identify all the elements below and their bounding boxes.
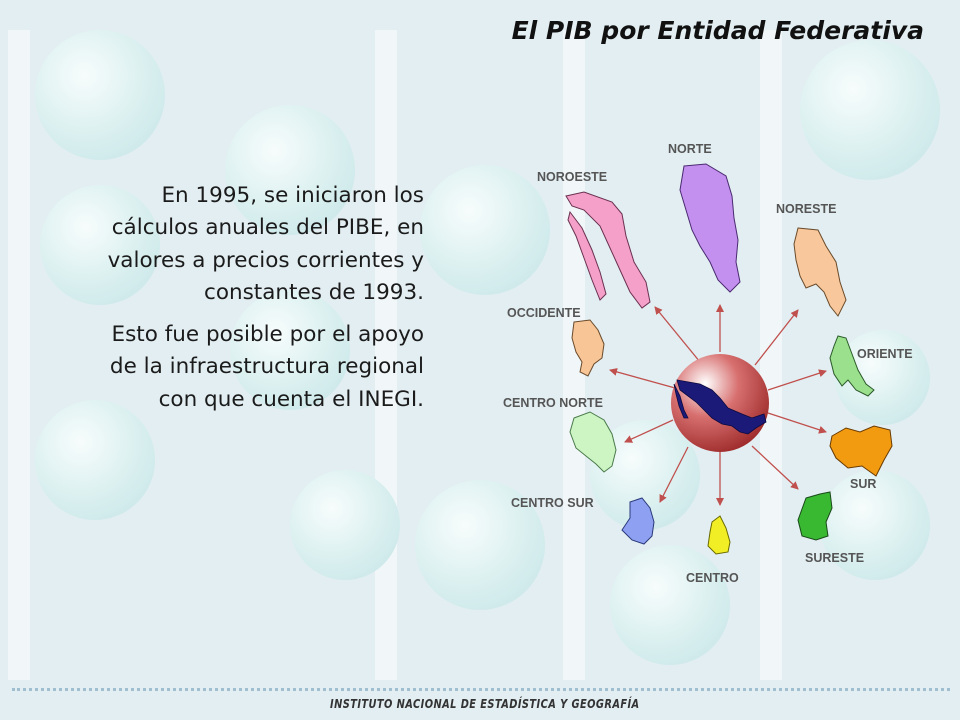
background-bubble xyxy=(290,470,400,580)
background-stripe xyxy=(8,30,30,680)
footer-divider xyxy=(12,688,950,691)
region-centro-sur-shape xyxy=(621,497,655,545)
mexico-map xyxy=(673,379,767,435)
background-bubble xyxy=(420,165,550,295)
background-bubble xyxy=(35,400,155,520)
paragraph: En 1995, se iniciaron los cálculos anual… xyxy=(107,183,424,305)
background-bubble xyxy=(40,185,160,305)
region-noroeste-label: NOROESTE xyxy=(537,170,607,184)
region-norte-label: NORTE xyxy=(668,142,712,156)
region-oriente-label: ORIENTE xyxy=(857,347,913,361)
background-bubble xyxy=(415,480,545,610)
background-bubble xyxy=(35,30,165,160)
region-centro-label: CENTRO xyxy=(686,571,739,585)
connector-arrows xyxy=(609,304,827,506)
background-stripe xyxy=(760,30,782,680)
paragraph: Esto fue posible por el apoyo de la infr… xyxy=(109,322,424,412)
region-occidente-shape xyxy=(571,319,605,377)
region-centro-shape xyxy=(707,515,731,555)
background-bubble xyxy=(800,40,940,180)
region-sur-shape xyxy=(829,425,893,477)
body-text: En 1995, se iniciaron los cálculos anual… xyxy=(100,180,424,426)
region-centro-norte-shape xyxy=(569,411,617,473)
region-noreste-label: NORESTE xyxy=(776,202,836,216)
background-bubble xyxy=(610,545,730,665)
slide-title: El PIB por Entidad Federativa xyxy=(511,16,924,45)
region-sur-label: SUR xyxy=(850,477,876,491)
region-centro-norte-label: CENTRO NORTE xyxy=(503,396,603,410)
region-sureste-shape xyxy=(797,491,833,541)
region-centro-sur-label: CENTRO SUR xyxy=(511,496,594,510)
background-bubble xyxy=(820,470,930,580)
region-sureste-label: SURESTE xyxy=(805,551,864,565)
region-noreste-shape xyxy=(793,227,847,317)
region-noroeste-shape xyxy=(565,191,651,309)
region-oriente-shape xyxy=(829,335,875,397)
region-occidente-label: OCCIDENTE xyxy=(507,306,581,320)
background-bubble xyxy=(230,290,350,410)
background-bubble xyxy=(225,105,355,235)
region-norte-shape xyxy=(679,163,741,293)
footer-institution: INSTITUTO NACIONAL DE ESTADÍSTICA Y GEOG… xyxy=(330,697,640,711)
